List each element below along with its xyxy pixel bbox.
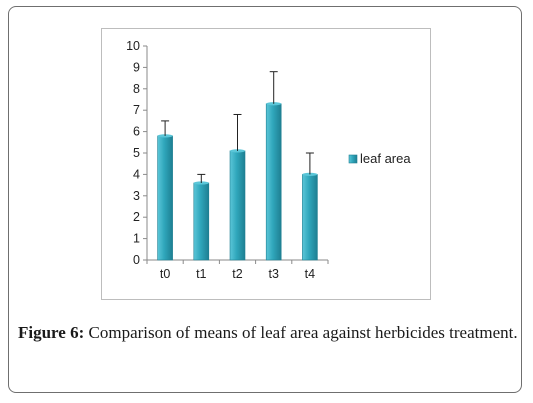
x-tick-label-t2: t2 [232, 267, 242, 281]
bar-cap-t0 [157, 134, 173, 138]
bar-t0 [157, 135, 173, 261]
y-tick-label: 8 [133, 82, 140, 96]
x-tick-label-t1: t1 [196, 267, 206, 281]
y-tick-label: 3 [133, 189, 140, 203]
legend-label: leaf area [360, 151, 411, 166]
x-tick-label-t4: t4 [305, 267, 315, 281]
y-tick-label: 10 [126, 39, 140, 53]
caption-text: Comparison of means of leaf area against… [84, 323, 518, 342]
bar-t1 [193, 182, 210, 261]
x-tick-label-t0: t0 [160, 267, 170, 281]
y-tick-label: 1 [133, 232, 140, 246]
y-tick-label: 2 [133, 210, 140, 224]
y-tick-label: 6 [133, 125, 140, 139]
bar-t4 [302, 174, 318, 261]
y-tick-label: 9 [133, 60, 140, 74]
caption-label: Figure 6: [18, 323, 85, 342]
bars [157, 102, 318, 261]
figure-caption: Figure 6: Comparison of means of leaf ar… [18, 322, 518, 344]
y-tick-label: 5 [133, 146, 140, 160]
error-bars [161, 71, 314, 183]
bar-t3 [265, 103, 282, 261]
legend: leaf area [348, 151, 411, 166]
x-tick-label-t3: t3 [268, 267, 278, 281]
tick-labels: 0 1 2 3 4 5 6 7 8 9 10 t0 t1 t2 t3 t4 [126, 39, 315, 281]
bar-chart: 0 1 2 3 4 5 6 7 8 9 10 t0 t1 t2 t3 t4 leaf area [126, 39, 411, 281]
legend-swatch [348, 154, 358, 164]
chart-area: 0 1 2 3 4 5 6 7 8 9 10 t0 t1 t2 t3 t4 leaf area [101, 28, 431, 300]
y-tick-label: 7 [133, 103, 140, 117]
bar-t2 [229, 150, 246, 261]
y-tick-label: 4 [133, 167, 140, 181]
y-tick-label: 0 [133, 253, 140, 267]
